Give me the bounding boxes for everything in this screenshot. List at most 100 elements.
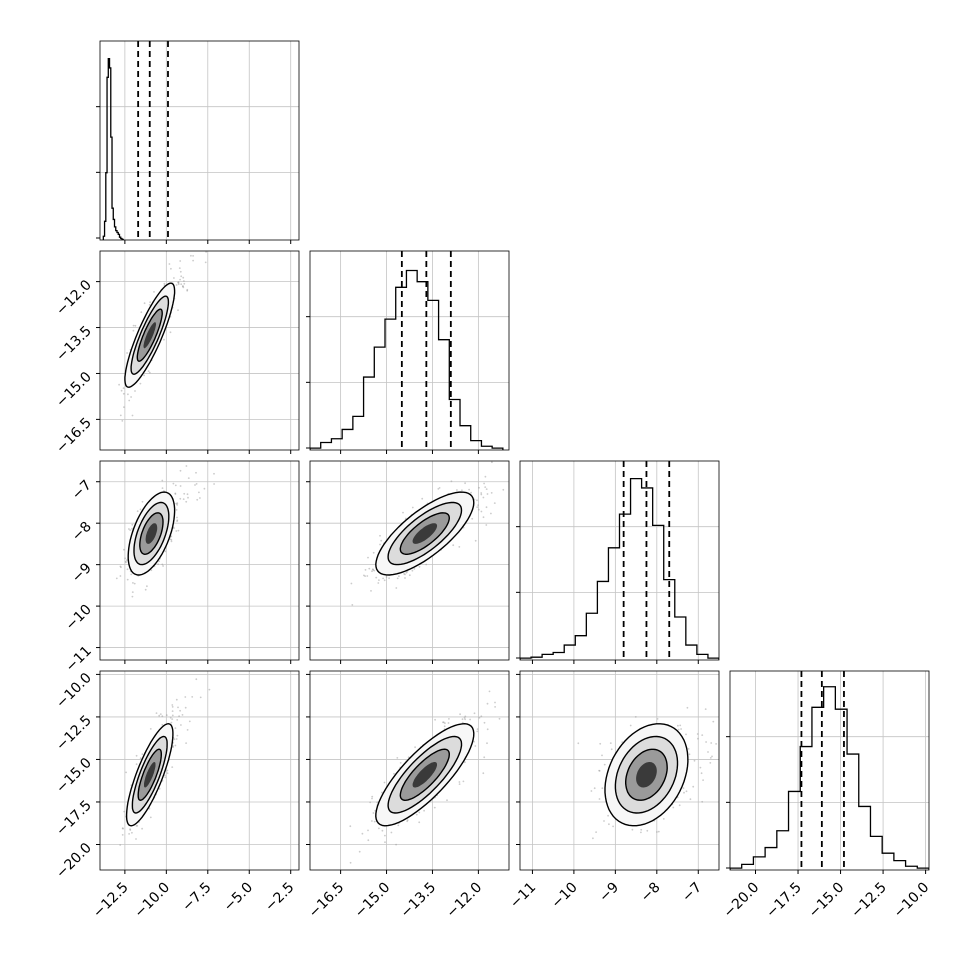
scatter-point [170,540,173,543]
scatter-point [149,816,152,819]
scatter-point [217,660,219,662]
scatter-point [181,714,184,716]
scatter-point [195,483,198,485]
x-tick-label: −11 [507,880,539,912]
scatter-point [525,488,527,490]
x-tick-label: −9 [596,880,622,906]
scatter-point [483,482,485,485]
scatter-point [164,776,167,779]
scatter-point [526,467,528,469]
scatter-point [186,493,189,496]
scatter-point [370,590,372,592]
scatter-point [473,712,476,715]
scatter-point [478,486,480,489]
density-layer [350,454,555,606]
scatter-point [144,588,147,591]
scatter-point [187,496,189,499]
scatter-point [176,734,179,737]
scatter-point [182,276,185,279]
scatter-point [476,730,479,733]
scatter-point [135,754,138,757]
scatter-point [161,723,164,726]
scatter-point [640,828,643,831]
contour-level [144,762,156,788]
histogram-step [310,269,504,450]
scatter-point [131,831,133,834]
scatter-point [686,706,689,709]
scatter-point [476,506,479,508]
scatter-point [115,577,118,580]
panel-2-1 [306,454,555,664]
scatter-point [477,504,479,506]
scatter-point [485,524,488,526]
scatter-point [406,819,409,821]
scatter-point [132,329,135,332]
scatter-point [351,604,354,606]
scatter-point [599,742,602,745]
scatter-point [161,715,164,718]
scatter-point [707,751,709,753]
y-tick-label: −12.5 [53,712,95,754]
scatter-point [704,708,707,710]
scatter-point [158,560,160,563]
panel-frame [309,670,510,871]
scatter-point [135,825,138,827]
panel-3-2: −11 −10 −9 −8 −7 [507,670,741,912]
scatter-point [371,797,373,800]
scatter-point [127,528,130,530]
scatter-point [595,831,597,833]
scatter-point [388,577,390,580]
panel-frame [519,460,720,661]
scatter-point [173,738,176,741]
scatter-point [179,270,182,273]
scatter-point [418,811,421,814]
scatter-point [458,781,461,783]
scatter-point [711,755,713,758]
x-tick-label: −17.5 [763,880,805,922]
scatter-point [123,810,126,813]
scatter-point [131,595,134,598]
scatter-point [516,471,518,473]
scatter-point [390,831,393,834]
scatter-point [693,759,696,762]
scatter-point [179,497,182,500]
scatter-point [184,706,187,709]
scatter-point [474,745,477,747]
scatter-point [186,288,189,291]
scatter-point [739,743,741,745]
x-tick-label: −10 [549,880,581,912]
scatter-point [678,804,681,807]
scatter-point [126,559,128,561]
scatter-point [205,222,207,224]
x-tick-label: −7.5 [179,880,214,915]
scatter-point [159,713,162,715]
scatter-point [175,530,178,532]
scatter-point [158,714,161,717]
y-tick-label: −7 [69,477,95,503]
scatter-point [473,740,475,743]
scatter-point [553,454,555,456]
scatter-point [134,324,137,327]
scatter-point [179,469,182,472]
scatter-point [169,538,172,540]
scatter-point [480,510,483,513]
y-tick-label: −11 [63,643,95,675]
scatter-point [187,437,189,439]
scatter-point [368,567,371,570]
scatter-point [172,482,175,485]
scatter-point [119,414,122,417]
scatter-point [415,813,418,816]
scatter-point [699,766,702,769]
scatter-point [701,800,704,803]
scatter-point [598,770,601,772]
scatter-point [175,284,178,286]
density-layer [349,690,501,864]
scatter-point [372,812,375,814]
scatter-point [701,734,704,736]
density-layer [577,706,741,840]
panel-1-0: −12.0−13.5−15.0−16.5 [53,222,300,457]
scatter-point [603,820,605,822]
panel-frame [99,40,300,241]
scatter-point [592,837,594,840]
scatter-point [458,546,461,548]
